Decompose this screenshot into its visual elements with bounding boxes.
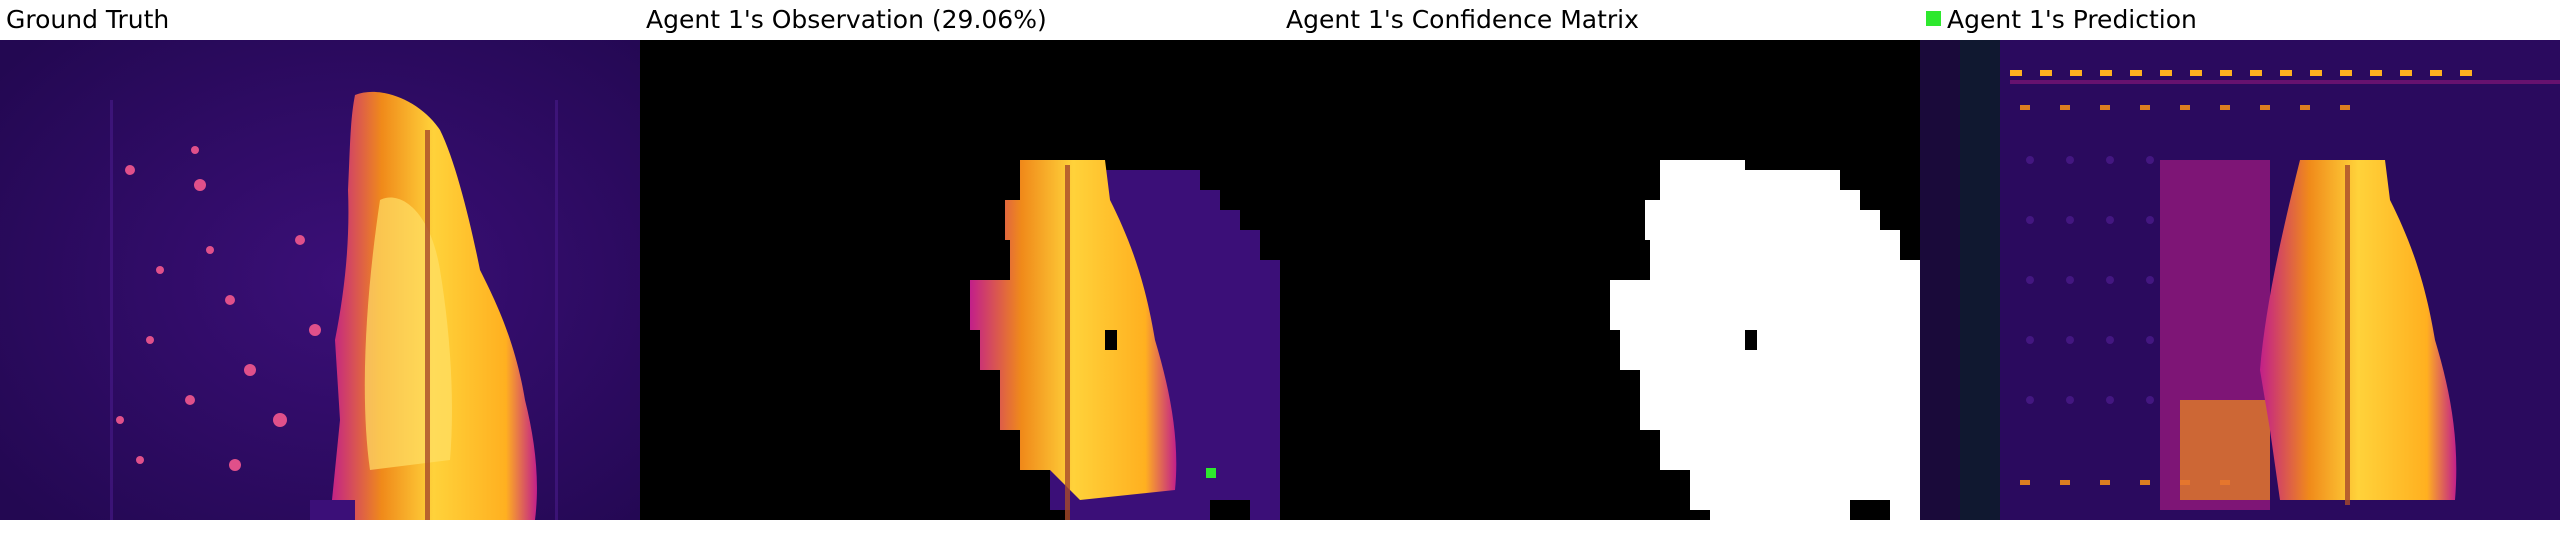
prediction-heatmap (1920, 40, 2560, 520)
agent-marker (1206, 468, 1216, 478)
confidence-matrix (1280, 40, 1920, 520)
agent-legend-swatch (1926, 10, 1941, 26)
prediction-title-label: Agent 1's Prediction (1947, 5, 2197, 34)
panel-title-confidence-matrix: Agent 1's Confidence Matrix (1286, 5, 1639, 34)
panel-title-prediction: Agent 1's Prediction (1926, 2, 2197, 38)
panel-title-ground-truth: Ground Truth (6, 5, 170, 34)
panel-title-observation: Agent 1's Observation (29.06%) (646, 5, 1047, 34)
ground-truth-heatmap (0, 40, 640, 520)
observation-heatmap (640, 40, 1280, 520)
